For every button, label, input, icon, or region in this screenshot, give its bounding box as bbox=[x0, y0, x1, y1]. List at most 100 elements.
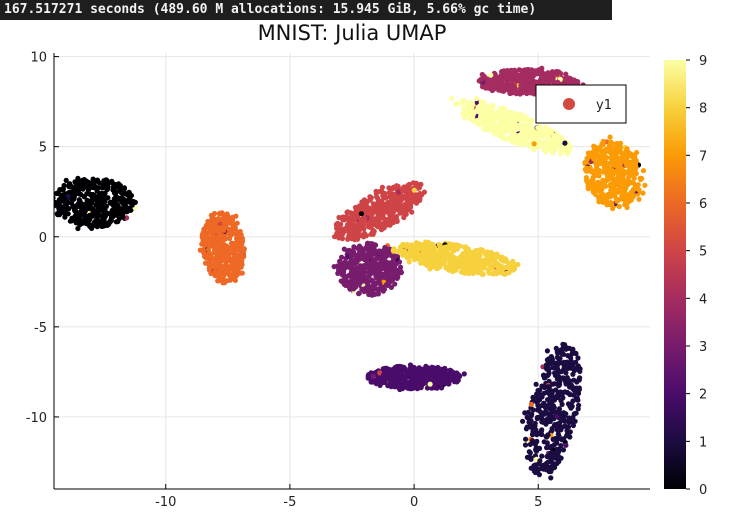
data-point bbox=[558, 425, 565, 431]
data-point bbox=[231, 223, 237, 229]
data-point bbox=[617, 147, 623, 153]
data-point bbox=[614, 141, 620, 147]
data-point bbox=[554, 354, 560, 360]
data-point bbox=[413, 181, 419, 187]
data-point bbox=[354, 236, 361, 242]
data-point bbox=[552, 435, 559, 442]
data-point bbox=[455, 262, 461, 268]
data-point bbox=[393, 203, 399, 209]
data-point bbox=[201, 239, 207, 245]
data-point bbox=[570, 392, 577, 398]
data-point bbox=[352, 261, 358, 267]
data-point bbox=[234, 254, 240, 260]
data-point bbox=[611, 187, 617, 193]
data-point bbox=[535, 125, 541, 131]
data-point bbox=[496, 129, 502, 135]
data-point bbox=[626, 174, 632, 180]
data-point bbox=[379, 198, 385, 204]
data-point bbox=[575, 355, 581, 361]
data-point bbox=[401, 204, 407, 210]
data-point bbox=[540, 419, 546, 425]
data-point bbox=[569, 383, 575, 389]
data-point bbox=[482, 101, 488, 107]
data-point bbox=[546, 418, 552, 424]
legend-box bbox=[535, 84, 627, 124]
data-point bbox=[526, 82, 532, 88]
data-point bbox=[387, 379, 393, 385]
data-point bbox=[398, 372, 404, 379]
data-point bbox=[607, 134, 613, 140]
data-point bbox=[348, 253, 354, 259]
data-point bbox=[359, 286, 365, 292]
data-point bbox=[65, 200, 71, 206]
data-point bbox=[430, 263, 436, 270]
data-point bbox=[365, 224, 372, 230]
data-point bbox=[522, 442, 529, 448]
data-point bbox=[585, 179, 591, 185]
data-point bbox=[535, 144, 541, 150]
data-point bbox=[364, 200, 370, 206]
data-point bbox=[640, 168, 647, 174]
data-point bbox=[374, 222, 380, 229]
data-point bbox=[409, 242, 415, 248]
data-point bbox=[479, 71, 485, 78]
data-point bbox=[47, 204, 52, 209]
data-point bbox=[421, 189, 427, 195]
data-point bbox=[427, 253, 433, 259]
data-point bbox=[392, 281, 398, 287]
colorbar-tick-label: 4 bbox=[699, 292, 707, 307]
data-point bbox=[499, 85, 505, 91]
data-point bbox=[90, 192, 97, 198]
data-point bbox=[395, 272, 401, 278]
data-point bbox=[619, 195, 625, 201]
data-point bbox=[546, 384, 553, 390]
colorbar-tick-label: 9 bbox=[699, 54, 707, 69]
data-point bbox=[374, 275, 380, 281]
data-point bbox=[528, 401, 535, 407]
data-point bbox=[217, 232, 223, 238]
data-point bbox=[635, 182, 641, 188]
data-point bbox=[560, 447, 567, 453]
data-point bbox=[210, 232, 216, 238]
data-point bbox=[383, 272, 389, 278]
data-point bbox=[390, 191, 396, 197]
data-point bbox=[412, 382, 418, 389]
data-point bbox=[531, 71, 537, 77]
data-point bbox=[548, 74, 554, 80]
data-point bbox=[534, 430, 540, 436]
data-point bbox=[565, 365, 571, 371]
data-point bbox=[56, 208, 62, 214]
data-point bbox=[470, 250, 476, 256]
data-point bbox=[370, 227, 376, 233]
data-point bbox=[400, 252, 406, 258]
data-point bbox=[448, 252, 454, 258]
data-point bbox=[490, 127, 496, 133]
data-point bbox=[125, 191, 131, 197]
data-point bbox=[353, 283, 359, 289]
data-point bbox=[377, 210, 384, 216]
data-point bbox=[610, 176, 616, 182]
data-point bbox=[549, 69, 556, 75]
data-point bbox=[76, 197, 82, 203]
data-point bbox=[480, 84, 486, 90]
data-point bbox=[498, 76, 504, 82]
data-point bbox=[115, 218, 121, 225]
data-point bbox=[229, 240, 235, 246]
data-point bbox=[554, 71, 560, 77]
data-point bbox=[436, 370, 442, 376]
data-point bbox=[439, 385, 445, 391]
data-point bbox=[606, 160, 612, 167]
data-point bbox=[229, 217, 235, 223]
data-point bbox=[596, 197, 602, 203]
data-point bbox=[541, 439, 547, 445]
data-point bbox=[554, 376, 561, 382]
data-point bbox=[477, 258, 483, 264]
data-point bbox=[208, 262, 215, 268]
data-point bbox=[446, 266, 452, 272]
data-point bbox=[475, 107, 481, 113]
data-point bbox=[337, 258, 343, 265]
data-point bbox=[423, 239, 429, 245]
data-point bbox=[584, 168, 590, 174]
data-point bbox=[93, 198, 99, 204]
x-tick-label: -10 bbox=[155, 495, 176, 510]
